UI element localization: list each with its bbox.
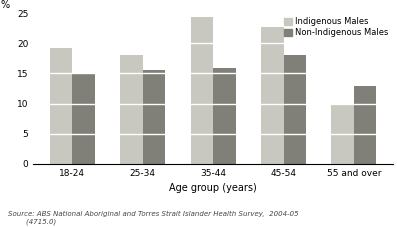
Legend: Indigenous Males, Non-Indigenous Males: Indigenous Males, Non-Indigenous Males: [283, 17, 389, 37]
Bar: [283, 55, 306, 164]
X-axis label: Age group (years): Age group (years): [169, 183, 257, 193]
Y-axis label: %: %: [0, 0, 9, 10]
Bar: [191, 17, 213, 164]
Bar: [120, 55, 143, 164]
Bar: [331, 105, 354, 164]
Bar: [213, 68, 236, 164]
Bar: [354, 86, 376, 164]
Text: Source: ABS National Aboriginal and Torres Strait Islander Health Survey,  2004-: Source: ABS National Aboriginal and Torr…: [8, 211, 299, 225]
Bar: [50, 47, 72, 164]
Bar: [261, 27, 283, 164]
Bar: [72, 73, 95, 164]
Bar: [143, 70, 165, 164]
